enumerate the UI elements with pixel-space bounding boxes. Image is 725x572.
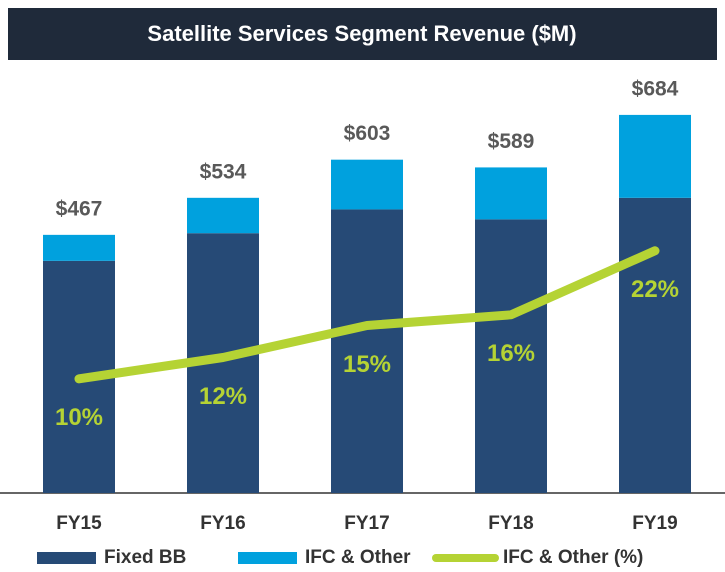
- x-tick-label: FY15: [56, 513, 102, 534]
- x-tick-label: FY16: [200, 513, 245, 534]
- line-value-label: 10%: [55, 404, 103, 431]
- bar-segment: [43, 234, 115, 261]
- bar-segment: [331, 209, 403, 494]
- line: [74, 246, 660, 384]
- x-tick-label: FY19: [632, 513, 677, 534]
- legend-swatch: [238, 552, 297, 564]
- total-label: $684: [632, 77, 679, 100]
- chart-title: Satellite Services Segment Revenue ($M): [147, 21, 576, 46]
- line-value-label: 22%: [631, 276, 679, 303]
- total-label: $534: [200, 160, 247, 183]
- legend-label: IFC & Other (%): [503, 547, 643, 568]
- line-value-label: 16%: [487, 340, 535, 367]
- line-value-label: 15%: [343, 351, 391, 378]
- bar-segment: [619, 114, 691, 198]
- legend-label: IFC & Other: [305, 547, 411, 568]
- bar-segment: [619, 197, 691, 494]
- title-bar: [8, 8, 717, 60]
- x-tick-label: FY17: [344, 513, 389, 534]
- total-label: $467: [56, 197, 103, 220]
- total-label: $603: [344, 122, 391, 145]
- x-tick-label: FY18: [488, 513, 533, 534]
- total-label: $589: [488, 130, 535, 153]
- bar-segment: [331, 159, 403, 210]
- legend-label: Fixed BB: [104, 547, 186, 568]
- bar-segment: [475, 219, 547, 493]
- line-value-label: 12%: [199, 383, 247, 410]
- bar-segment: [187, 197, 259, 234]
- legend-swatch: [37, 552, 96, 564]
- bar-segment: [475, 167, 547, 220]
